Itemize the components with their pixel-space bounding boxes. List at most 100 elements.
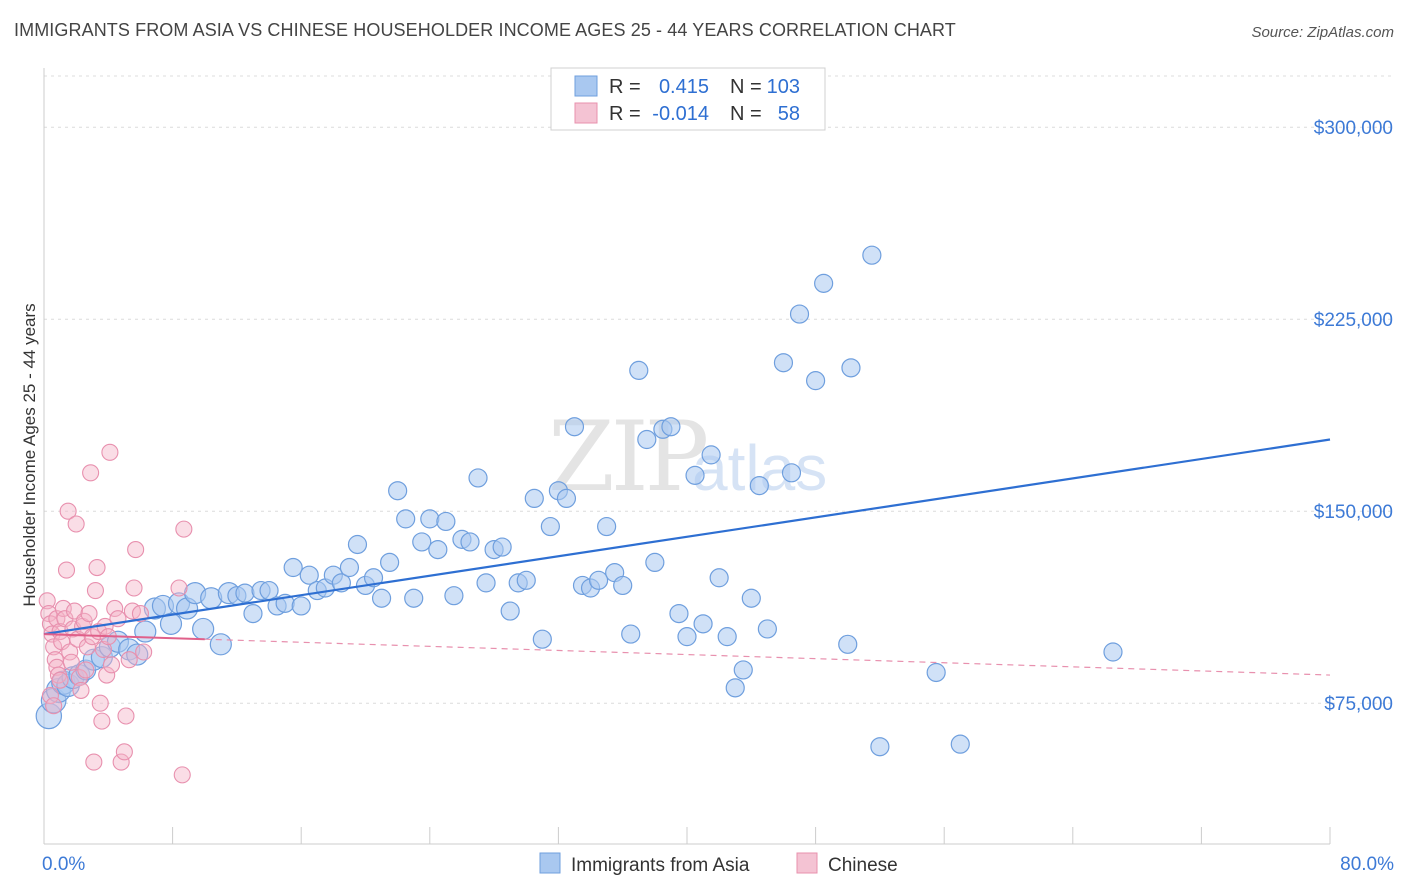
- data-point-pink: [175, 520, 193, 538]
- trend-line-pink-solid: [43, 633, 205, 641]
- data-point-pink: [85, 753, 103, 771]
- y-axis-label: Householder Income Ages 25 - 44 years: [20, 303, 39, 606]
- data-point-blue: [476, 573, 496, 593]
- data-point-blue: [420, 509, 440, 529]
- legend-r-value-pink: -0.014: [652, 103, 709, 125]
- data-point-blue: [838, 634, 858, 654]
- data-point-pink: [115, 743, 133, 761]
- legend-n-value-pink: 58: [778, 103, 800, 125]
- data-point-blue: [870, 737, 890, 757]
- data-point-blue: [500, 601, 520, 621]
- series-chinese: [38, 443, 193, 784]
- data-point-blue: [436, 511, 456, 532]
- data-point-blue: [540, 516, 560, 537]
- data-point-pink: [101, 443, 119, 461]
- trend-lines: [43, 438, 1331, 676]
- data-point-pink: [45, 697, 63, 715]
- legend-n-value-blue: 103: [767, 76, 800, 98]
- legend-swatch-blue: [574, 75, 598, 97]
- y-tick-label: $75,000: [1324, 694, 1393, 715]
- source-credit: Source: ZipAtlas.com: [1251, 24, 1394, 41]
- data-point-pink: [131, 605, 149, 623]
- data-point-blue: [789, 304, 810, 324]
- data-point-pink: [67, 515, 85, 533]
- data-point-blue: [717, 627, 737, 647]
- legend-swatch-pink: [574, 102, 598, 124]
- data-point-pink: [125, 579, 143, 597]
- bottom-legend-swatch-pink: [796, 852, 818, 874]
- data-point-blue: [621, 624, 641, 644]
- data-point-blue: [709, 568, 729, 588]
- data-point-pink: [106, 599, 124, 618]
- x-tick-max: 80.0%: [1340, 854, 1394, 875]
- data-point-blue: [209, 633, 232, 656]
- data-point-pink: [120, 651, 138, 669]
- data-point-blue: [388, 481, 408, 501]
- trend-line-blue: [43, 438, 1331, 636]
- data-point-pink: [93, 712, 111, 730]
- data-point-blue: [371, 588, 392, 608]
- data-point-blue: [926, 662, 946, 683]
- data-point-blue: [725, 678, 745, 698]
- data-point-blue: [814, 273, 834, 293]
- data-point-blue: [677, 627, 697, 647]
- data-point-blue: [159, 612, 183, 635]
- data-point-pink: [77, 661, 95, 679]
- data-point-blue: [404, 588, 424, 608]
- data-point-blue: [597, 516, 617, 537]
- data-point-blue: [805, 371, 826, 391]
- data-point-pink: [94, 640, 113, 658]
- x-tick-min: 0.0%: [42, 854, 85, 875]
- bottom-legend: Immigrants from Asia Chinese: [539, 852, 898, 876]
- data-point-blue: [444, 586, 464, 606]
- bottom-legend-label-blue: Immigrants from Asia: [571, 855, 750, 876]
- y-tick-label: $225,000: [1314, 310, 1393, 331]
- data-point-blue: [339, 557, 360, 578]
- data-point-blue: [661, 417, 681, 437]
- data-point-pink: [72, 681, 90, 699]
- data-point-blue: [629, 360, 649, 380]
- data-point-blue: [468, 468, 488, 488]
- chart-title: IMMIGRANTS FROM ASIA VS CHINESE HOUSEHOL…: [14, 20, 956, 40]
- data-point-pink: [57, 561, 76, 579]
- data-point-blue: [460, 532, 480, 552]
- bottom-legend-label-pink: Chinese: [828, 855, 898, 876]
- data-point-blue: [613, 575, 633, 596]
- legend-n-label-blue: N =: [730, 76, 762, 98]
- data-point-blue: [134, 620, 157, 643]
- y-tick-label: $150,000: [1314, 502, 1393, 523]
- data-point-blue: [516, 570, 536, 590]
- data-point-pink: [38, 592, 56, 610]
- data-point-pink: [88, 558, 106, 577]
- data-point-pink: [62, 653, 80, 671]
- data-point-blue: [741, 588, 761, 608]
- data-point-blue: [693, 614, 713, 634]
- data-point-pink: [51, 671, 69, 689]
- y-tick-labels: $75,000 $150,000 $225,000 $300,000: [1314, 118, 1393, 715]
- data-point-blue: [412, 532, 432, 552]
- y-tick-label: $300,000: [1314, 118, 1393, 139]
- data-point-blue: [841, 358, 861, 378]
- data-point-blue: [556, 488, 577, 508]
- data-point-pink: [170, 579, 188, 597]
- data-point-pink: [173, 766, 191, 784]
- data-point-pink: [135, 643, 153, 661]
- data-point-blue: [291, 596, 311, 616]
- data-point-blue: [363, 568, 384, 588]
- data-point-pink: [98, 666, 116, 684]
- data-point-blue: [781, 463, 802, 483]
- legend-n-label-pink: N =: [730, 103, 762, 125]
- data-point-pink: [82, 464, 100, 482]
- data-point-blue: [283, 557, 303, 578]
- data-point-blue: [347, 534, 368, 555]
- data-point-blue: [757, 619, 777, 639]
- data-point-pink: [59, 502, 77, 520]
- legend-r-value-blue: 0.415: [659, 76, 709, 98]
- data-point-blue: [192, 617, 215, 641]
- data-point-pink: [112, 753, 130, 771]
- data-point-blue: [701, 445, 721, 465]
- legend-r-label-pink: R =: [609, 103, 641, 125]
- data-point-blue: [235, 583, 255, 603]
- legend-box: R = 0.415 N = 103 R = -0.014 N = 58: [550, 67, 826, 131]
